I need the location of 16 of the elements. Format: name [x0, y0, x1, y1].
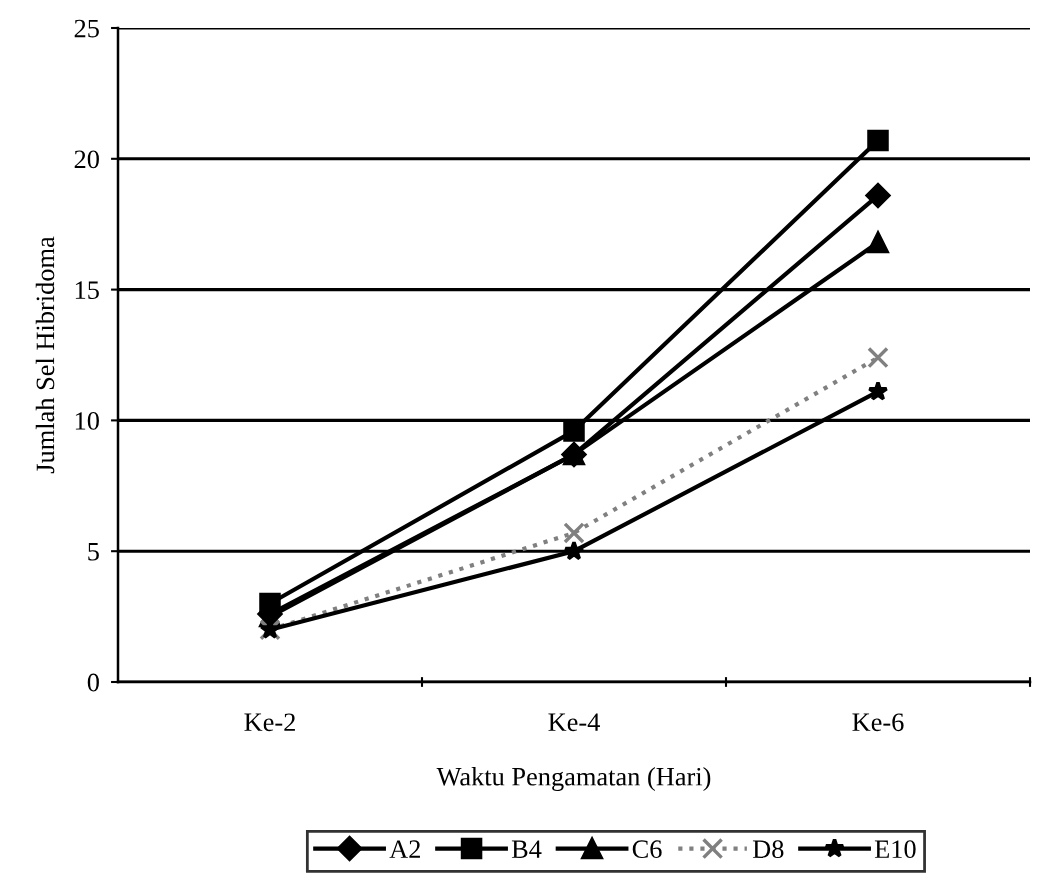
y-tick-label: 25: [74, 19, 99, 38]
legend-label: C6: [632, 840, 662, 859]
legend-label: D8: [752, 840, 784, 859]
legend-label: A2: [389, 840, 420, 858]
y-tick-label: 5: [88, 543, 99, 561]
y-tick-label: 15: [75, 281, 99, 300]
legend-label: E10: [874, 840, 916, 859]
y-tick-label: 0: [87, 673, 99, 692]
x-tick-label: Ke-6: [852, 713, 904, 732]
legend-label: B4: [511, 840, 542, 858]
x-tick-label: Ke-4: [548, 713, 600, 732]
x-axis-title: Waktu Pengamatan (Hari): [436, 767, 711, 792]
y-tick-label: 20: [74, 150, 99, 169]
y-axis-title: Jumlah Sel Hibridoma: [35, 236, 55, 474]
y-tick-label: 10: [75, 412, 99, 430]
x-tick-label: Ke-2: [244, 713, 295, 732]
